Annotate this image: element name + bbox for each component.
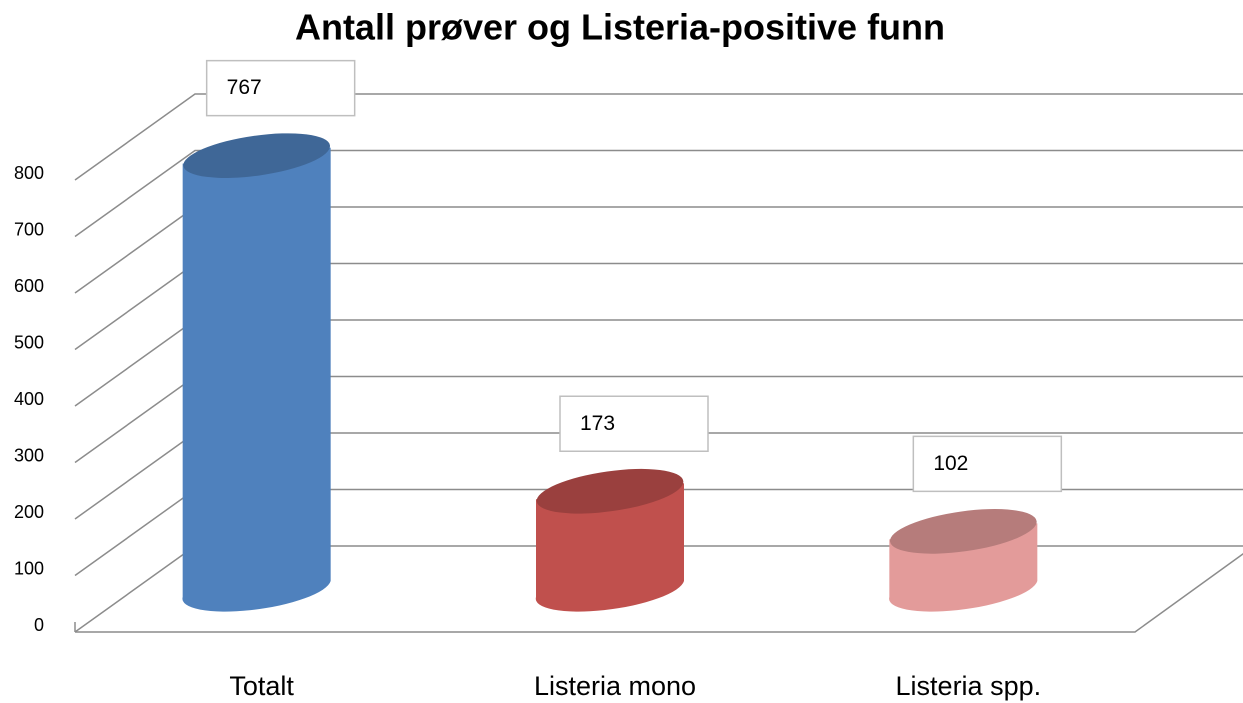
cylinder-bar	[535, 468, 684, 612]
y-tick-label: 200	[14, 502, 44, 522]
grid-line	[74, 149, 1243, 238]
x-tick-label: Listeria spp.	[896, 671, 1042, 701]
grid-line	[74, 93, 1243, 181]
y-tick-label: 600	[14, 276, 44, 296]
cylinder-body	[182, 147, 331, 612]
y-tick-label: 100	[14, 558, 44, 578]
data-label: 173	[580, 412, 615, 435]
cylinder-bar	[182, 133, 331, 612]
cylinder-top	[183, 133, 330, 178]
y-tick-label: 400	[14, 389, 44, 409]
chart-title: Antall prøver og Listeria-positive funn	[295, 7, 945, 48]
cylinder-top	[890, 509, 1037, 554]
y-tick-label: 0	[34, 615, 44, 635]
x-tick-label: Listeria mono	[534, 671, 696, 701]
data-label: 102	[933, 452, 968, 475]
cylinder-top	[536, 468, 684, 514]
floor	[75, 552, 1243, 633]
cylinder-body	[535, 483, 684, 612]
x-tick-label: Totalt	[229, 671, 294, 701]
data-label-box	[912, 435, 1063, 493]
data-label-box	[559, 395, 709, 453]
y-tick-label: 500	[14, 332, 44, 352]
y-tick-label: 300	[14, 445, 44, 465]
y-tick-label: 800	[14, 163, 44, 183]
cylinder-bar	[889, 509, 1038, 612]
data-label-box	[205, 59, 356, 117]
data-label: 767	[227, 76, 262, 99]
y-tick-label: 700	[14, 219, 44, 239]
